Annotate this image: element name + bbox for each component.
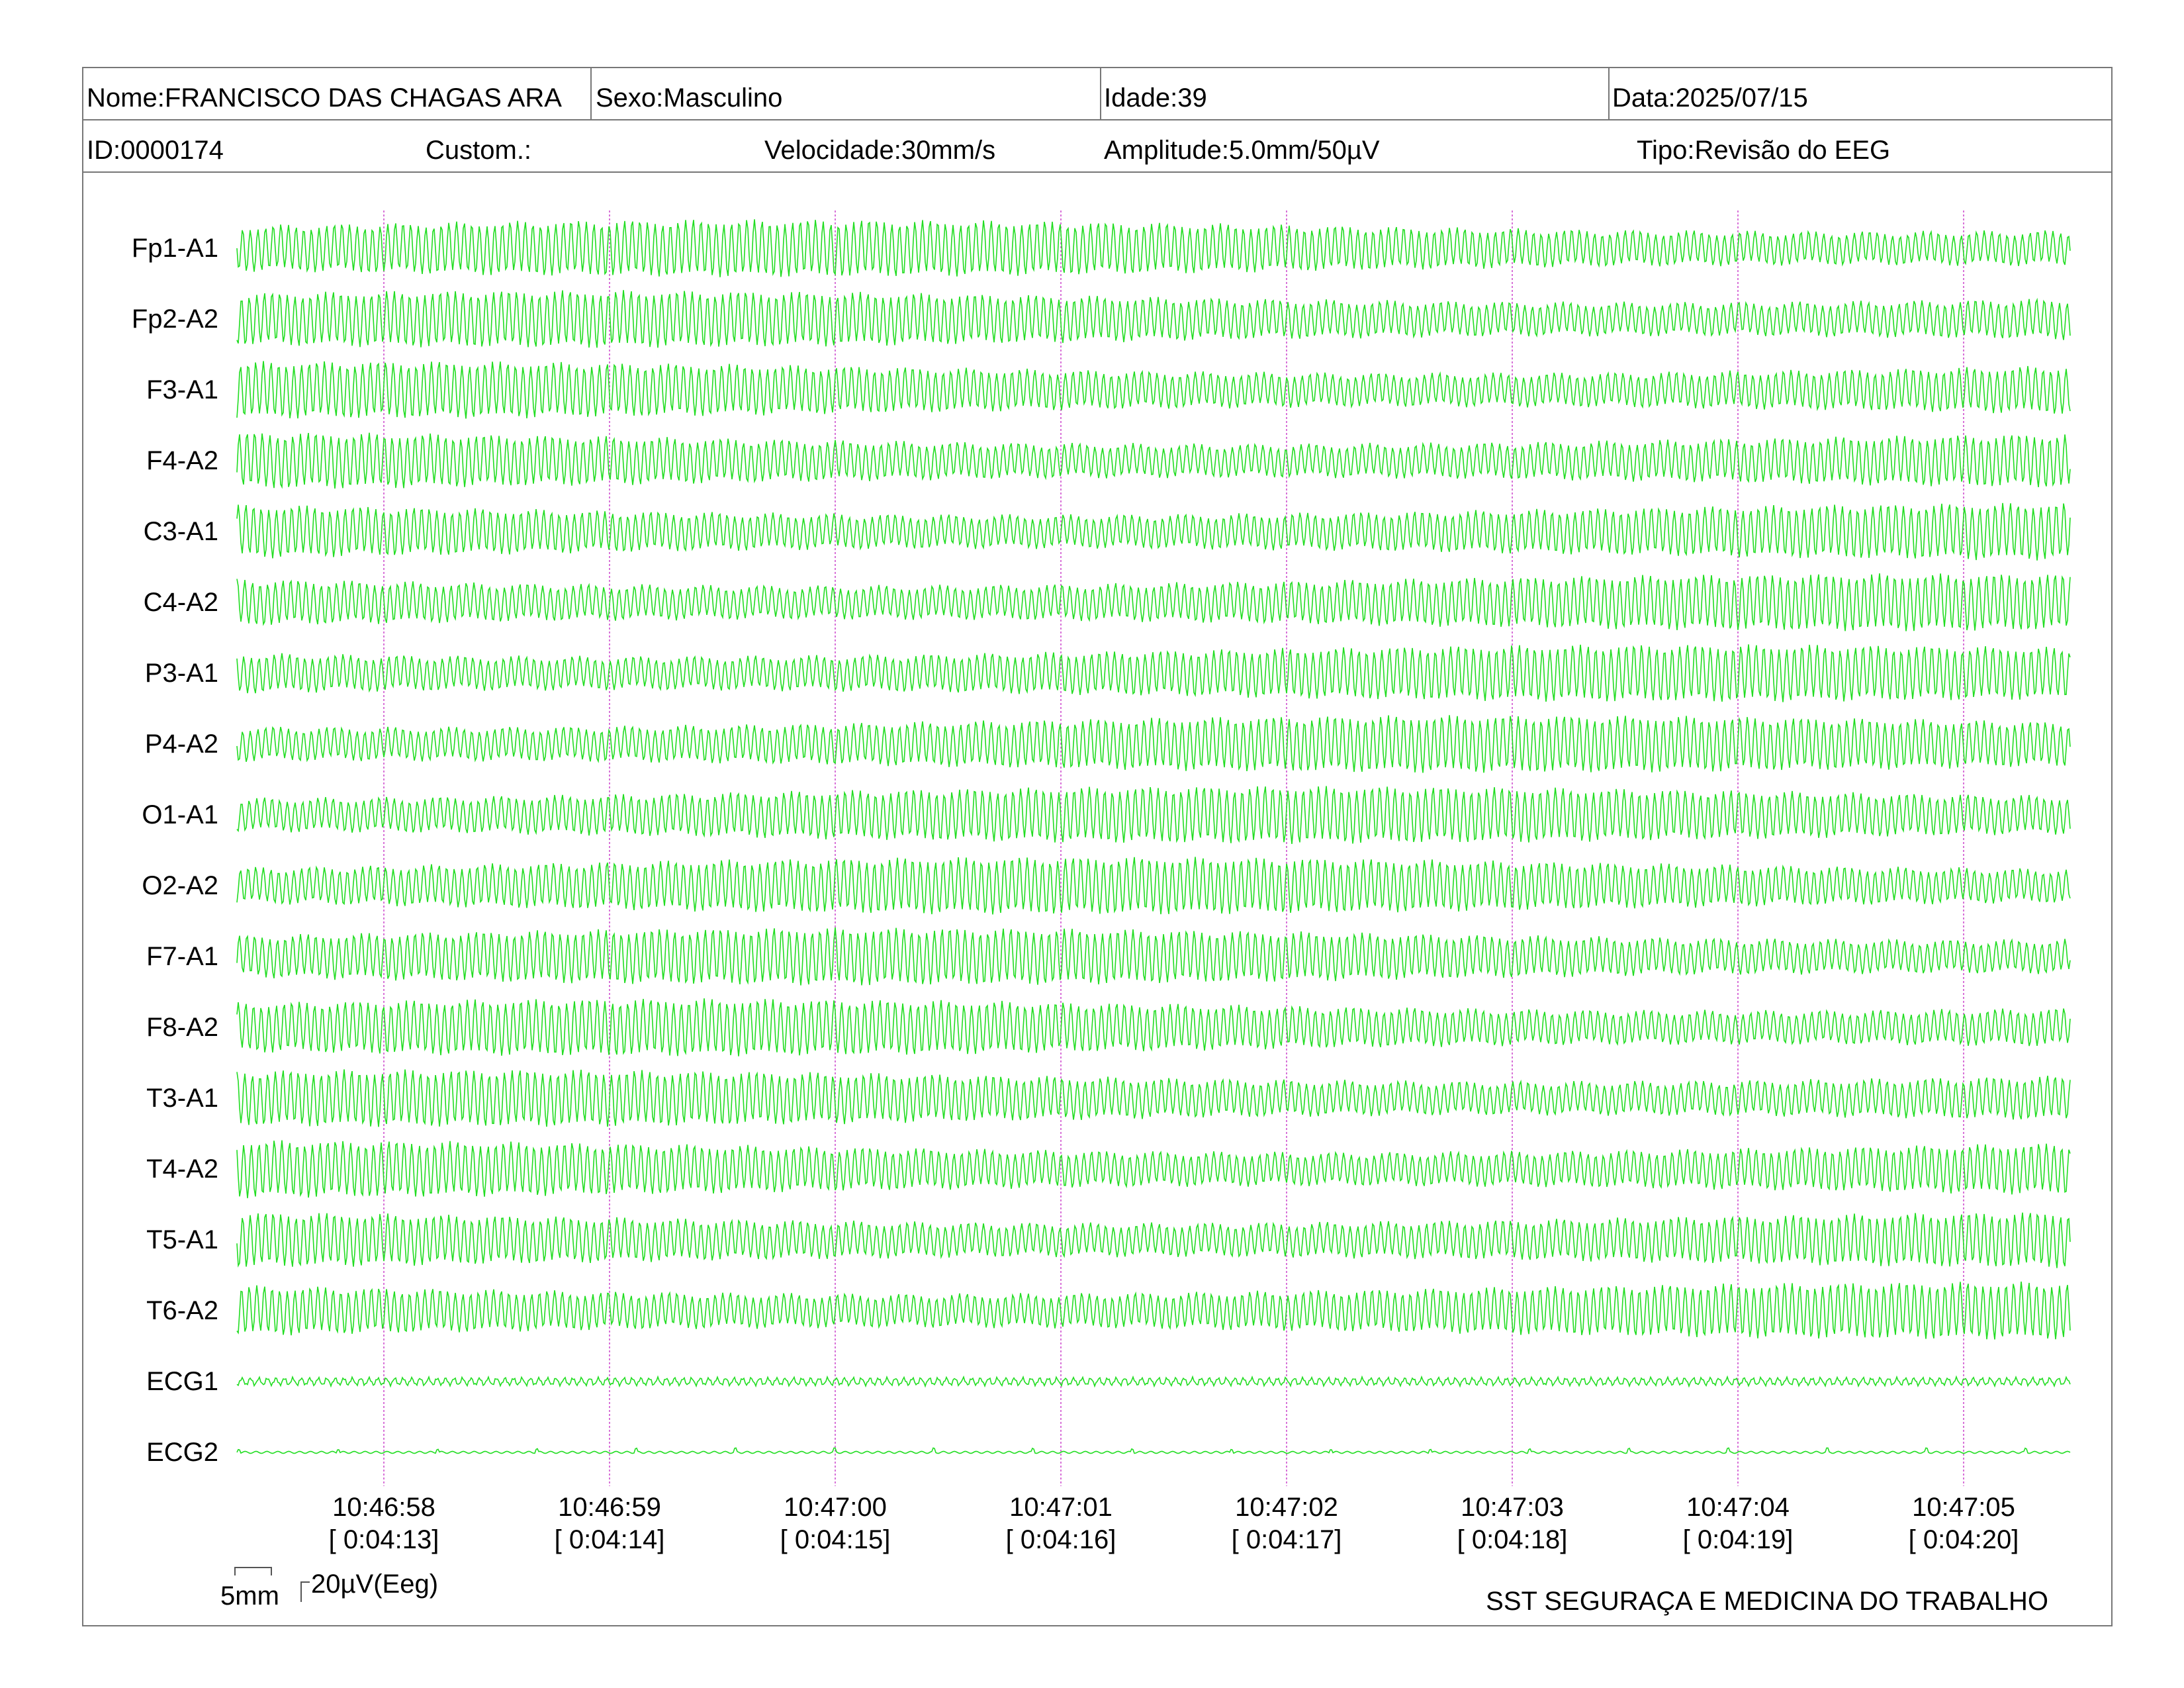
channel-label-f8-a2: F8-A2 xyxy=(146,1013,218,1042)
tick-elapsed-label: [ 0:04:17] xyxy=(1231,1525,1342,1554)
channel-label-c3-a1: C3-A1 xyxy=(143,517,218,546)
channel-label-fp2-a2: Fp2-A2 xyxy=(131,305,218,334)
patient-id: ID:0000174 xyxy=(87,136,224,165)
tick-elapsed-label: [ 0:04:13] xyxy=(328,1525,439,1554)
channel-label-f4-a2: F4-A2 xyxy=(146,446,218,475)
trace-c4-a2 xyxy=(236,573,2071,632)
tick-time-label: 10:47:02 xyxy=(1235,1493,1338,1522)
header-col-divider-1 xyxy=(590,67,592,119)
patient-age: Idade:39 xyxy=(1104,83,1207,113)
report-frame xyxy=(82,67,2113,1626)
tick-time-label: 10:47:04 xyxy=(1686,1493,1790,1522)
channel-label-t5-a1: T5-A1 xyxy=(146,1225,218,1254)
tick-time-label: 10:47:05 xyxy=(1912,1493,2015,1522)
trace-ecg1 xyxy=(236,1375,2071,1388)
channel-label-t3-a1: T3-A1 xyxy=(146,1084,218,1113)
tick-time-label: 10:47:03 xyxy=(1461,1493,1564,1522)
channel-label-f3-a1: F3-A1 xyxy=(146,375,218,404)
tick-elapsed-label: [ 0:04:16] xyxy=(1005,1525,1116,1554)
exam-type: Tipo:Revisão do EEG xyxy=(1637,136,1891,165)
header-bottom-divider xyxy=(82,171,2113,173)
amplitude-setting: Amplitude:5.0mm/50µV xyxy=(1104,136,1380,165)
tick-elapsed-label: [ 0:04:15] xyxy=(780,1525,891,1554)
trace-t4-a2 xyxy=(236,1140,2071,1199)
channel-label-p3-a1: P3-A1 xyxy=(144,659,218,688)
tick-elapsed-label: [ 0:04:14] xyxy=(554,1525,665,1554)
trace-f3-a1 xyxy=(236,361,2071,419)
tick-elapsed-label: [ 0:04:18] xyxy=(1457,1525,1568,1554)
exam-date: Data:2025/07/15 xyxy=(1612,83,1808,113)
channel-label-ecg1: ECG1 xyxy=(146,1367,218,1396)
trace-o2-a2 xyxy=(236,857,2071,915)
clinic-name: SST SEGURAÇA E MEDICINA DO TRABALHO xyxy=(1486,1587,2048,1616)
trace-ecg2 xyxy=(236,1447,2071,1454)
trace-t3-a1 xyxy=(236,1069,2071,1127)
trace-t5-a1 xyxy=(236,1212,2071,1268)
trace-f8-a2 xyxy=(236,998,2071,1056)
channel-label-t4-a2: T4-A2 xyxy=(146,1154,218,1184)
scale-time-label: 5mm xyxy=(220,1581,279,1611)
header-col-divider-2 xyxy=(1100,67,1101,119)
tick-time-label: 10:47:01 xyxy=(1009,1493,1113,1522)
channel-label-p4-a2: P4-A2 xyxy=(144,729,218,759)
channel-label-fp1-a1: Fp1-A1 xyxy=(131,234,218,263)
channel-label-t6-a2: T6-A2 xyxy=(146,1296,218,1325)
channel-label-o2-a2: O2-A2 xyxy=(142,871,218,900)
tick-time-label: 10:46:59 xyxy=(558,1493,661,1522)
tick-elapsed-label: [ 0:04:20] xyxy=(1908,1525,2019,1554)
channel-label-f7-a1: F7-A1 xyxy=(146,942,218,971)
channel-label-o1-a1: O1-A1 xyxy=(142,800,218,829)
tick-elapsed-label: [ 0:04:19] xyxy=(1682,1525,1794,1554)
trace-p4-a2 xyxy=(236,715,2071,773)
tick-time-label: 10:47:00 xyxy=(784,1493,887,1522)
header-col-divider-3 xyxy=(1608,67,1610,119)
trace-fp1-a1 xyxy=(236,219,2071,277)
trace-o1-a1 xyxy=(236,786,2071,844)
patient-name: Nome:FRANCISCO DAS CHAGAS ARA xyxy=(87,83,562,113)
trace-c3-a1 xyxy=(236,502,2071,561)
scale-amplitude-label: 20µV(Eeg) xyxy=(311,1570,439,1599)
trace-fp2-a2 xyxy=(236,290,2071,348)
trace-t6-a2 xyxy=(236,1282,2071,1340)
channel-label-ecg2: ECG2 xyxy=(146,1438,218,1467)
tick-time-label: 10:46:58 xyxy=(332,1493,435,1522)
channel-label-c4-a2: C4-A2 xyxy=(143,588,218,617)
trace-f7-a1 xyxy=(236,927,2071,986)
patient-sex: Sexo:Masculino xyxy=(596,83,783,113)
scale-bar-icon xyxy=(234,1567,310,1602)
custom-field: Custom.: xyxy=(426,136,532,165)
header-divider xyxy=(82,119,2113,120)
speed-setting: Velocidade:30mm/s xyxy=(764,136,996,165)
trace-p3-a1 xyxy=(236,644,2071,702)
trace-f4-a2 xyxy=(236,432,2071,489)
